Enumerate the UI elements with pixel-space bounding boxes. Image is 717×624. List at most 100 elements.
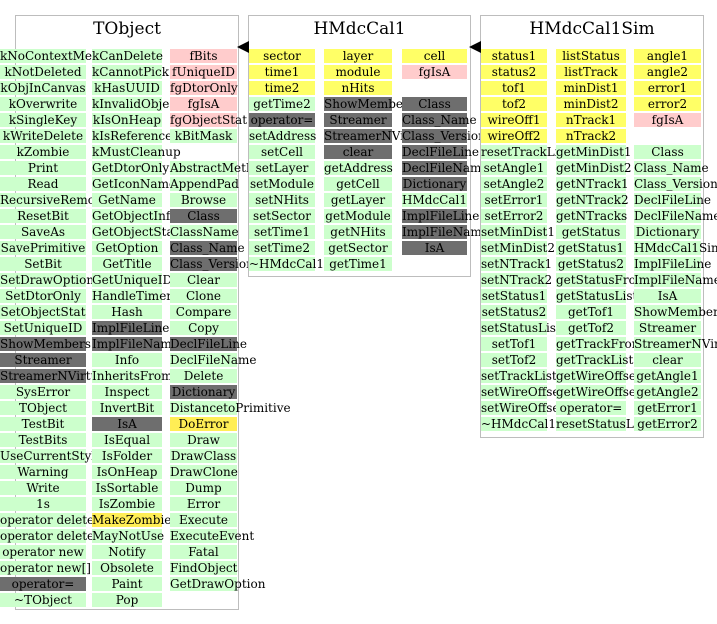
member-cell: angle1 (634, 49, 701, 63)
member-cell: SavePrimitive (0, 241, 86, 255)
member-cell: GetDrawOption (170, 577, 266, 591)
member-cell: fgDtorOnly (170, 81, 238, 95)
member-cell: Error (170, 497, 237, 511)
member-cell: GetOption (92, 241, 162, 255)
member-cell: setModule (249, 177, 315, 191)
member-cell: setStatusList (481, 321, 561, 335)
member-cell: 1s (0, 497, 86, 511)
member-cell: Class (634, 145, 701, 159)
member-cell: Streamer (634, 321, 701, 335)
member-cell: GetName (92, 193, 162, 207)
member-cell: angle2 (634, 65, 701, 79)
member-cell: tof2 (481, 97, 547, 111)
member-cell: kCannotPick (92, 65, 170, 79)
member-cell: nTrack2 (556, 129, 626, 143)
member-cell: setError1 (481, 193, 547, 207)
member-cell: IsA (92, 417, 162, 431)
member-cell: IsEqual (92, 433, 162, 447)
member-cell: kWriteDelete (0, 129, 86, 143)
member-cell: Copy (170, 321, 237, 335)
member-cell: ~TObject (0, 593, 86, 607)
member-cell: fUniqueID (170, 65, 237, 79)
member-cell: TestBits (0, 433, 86, 447)
member-cell: setAngle2 (481, 177, 547, 191)
member-cell: kSingleKey (0, 113, 86, 127)
member-cell: wireOff1 (481, 113, 547, 127)
member-cell: Browse (170, 193, 237, 207)
member-cell: getNTracks (556, 209, 628, 223)
class-title: TObject (93, 19, 161, 39)
member-cell: Class_Version (170, 257, 254, 271)
inheritance-arrow-icon (237, 41, 249, 53)
member-cell: ImplFileLine (92, 321, 170, 335)
member-cell: time2 (249, 81, 315, 95)
member-cell: AppendPad (170, 177, 239, 191)
member-cell: operator delete (0, 513, 95, 527)
member-cell: SetDtorOnly (0, 289, 86, 303)
member-cell: operator new (0, 545, 86, 559)
member-cell: DeclFileLine (170, 337, 248, 351)
member-cell: Notify (92, 545, 162, 559)
member-cell: nTrack1 (556, 113, 626, 127)
empty-cell (634, 129, 701, 143)
member-cell: setTime2 (249, 241, 315, 255)
member-cell: Execute (170, 513, 237, 527)
member-cell: Print (0, 161, 86, 175)
member-cell: Draw (170, 433, 237, 447)
member-cell: Class_Name (170, 241, 245, 255)
member-cell: fgIsA (402, 65, 467, 79)
member-cell: operator new[] (0, 561, 91, 575)
empty-cell (402, 81, 467, 95)
member-cell: setTime1 (249, 225, 315, 239)
member-cell: minDist2 (556, 97, 626, 111)
member-cell: getNHits (324, 225, 392, 239)
member-cell: setMinDist1 (481, 225, 556, 239)
member-cell: Write (0, 481, 86, 495)
member-cell: wireOff2 (481, 129, 547, 143)
member-cell: kIsReferenced (92, 129, 180, 143)
member-cell: getModule (324, 209, 392, 223)
member-cell: Class_Name (402, 113, 477, 127)
member-cell: kCanDelete (92, 49, 163, 63)
member-cell: setError2 (481, 209, 547, 223)
member-cell: Class (402, 97, 467, 111)
member-cell: kIsOnHeap (92, 113, 162, 127)
member-cell: setMinDist2 (481, 241, 556, 255)
member-cell: SysError (0, 385, 86, 399)
member-cell: HMdcCal1Sim (634, 241, 717, 255)
member-cell: Fatal (170, 545, 237, 559)
member-cell: Obsolete (92, 561, 162, 575)
member-cell: Class_Version (402, 129, 486, 143)
member-cell: listStatus (556, 49, 626, 63)
member-cell: getTrackFromList (556, 337, 666, 351)
member-column: layer module nHits ShowMembers Streamer Strea… (324, 49, 433, 273)
member-cell: UseCurrentStyle (0, 449, 103, 463)
member-cell: nHits (324, 81, 392, 95)
member-cell: RecursiveRemove (0, 193, 109, 207)
member-column: kNoContextMenu kNotDeleted kObjInCanvas kOv… (0, 49, 109, 609)
member-cell: GetDtorOnly (92, 161, 170, 175)
member-cell: getTime1 (324, 257, 392, 271)
member-cell: getStatus1 (556, 241, 626, 255)
member-cell: Dump (170, 481, 237, 495)
member-cell: FindObject (170, 561, 238, 575)
member-cell: getWireOffset2 (556, 385, 649, 399)
member-cell: Class_Name (634, 161, 709, 175)
member-cell: setNTrack1 (481, 257, 553, 271)
member-cell: getStatus2 (556, 257, 626, 271)
member-cell: setTof1 (481, 337, 547, 351)
member-cell: getAngle1 (634, 369, 701, 383)
member-cell: getCell (324, 177, 392, 191)
member-cell: DeclFileLine (634, 193, 712, 207)
member-column: status1 status2 tof1 tof2 wireOff1 wireOff2 re… (481, 49, 579, 433)
member-cell: GetObjectInfo (92, 209, 178, 223)
member-cell: getError1 (634, 401, 701, 415)
member-cell: setLayer (249, 161, 315, 175)
member-cell: SetBit (0, 257, 86, 271)
member-cell: sector (249, 49, 315, 63)
member-cell: getMinDist2 (556, 161, 632, 175)
member-cell: fBits (170, 49, 237, 63)
class-title: HMdcCal1 (313, 19, 406, 39)
member-cell: SetObjectStat (0, 305, 86, 319)
member-cell: fgObjectStat (170, 113, 248, 127)
